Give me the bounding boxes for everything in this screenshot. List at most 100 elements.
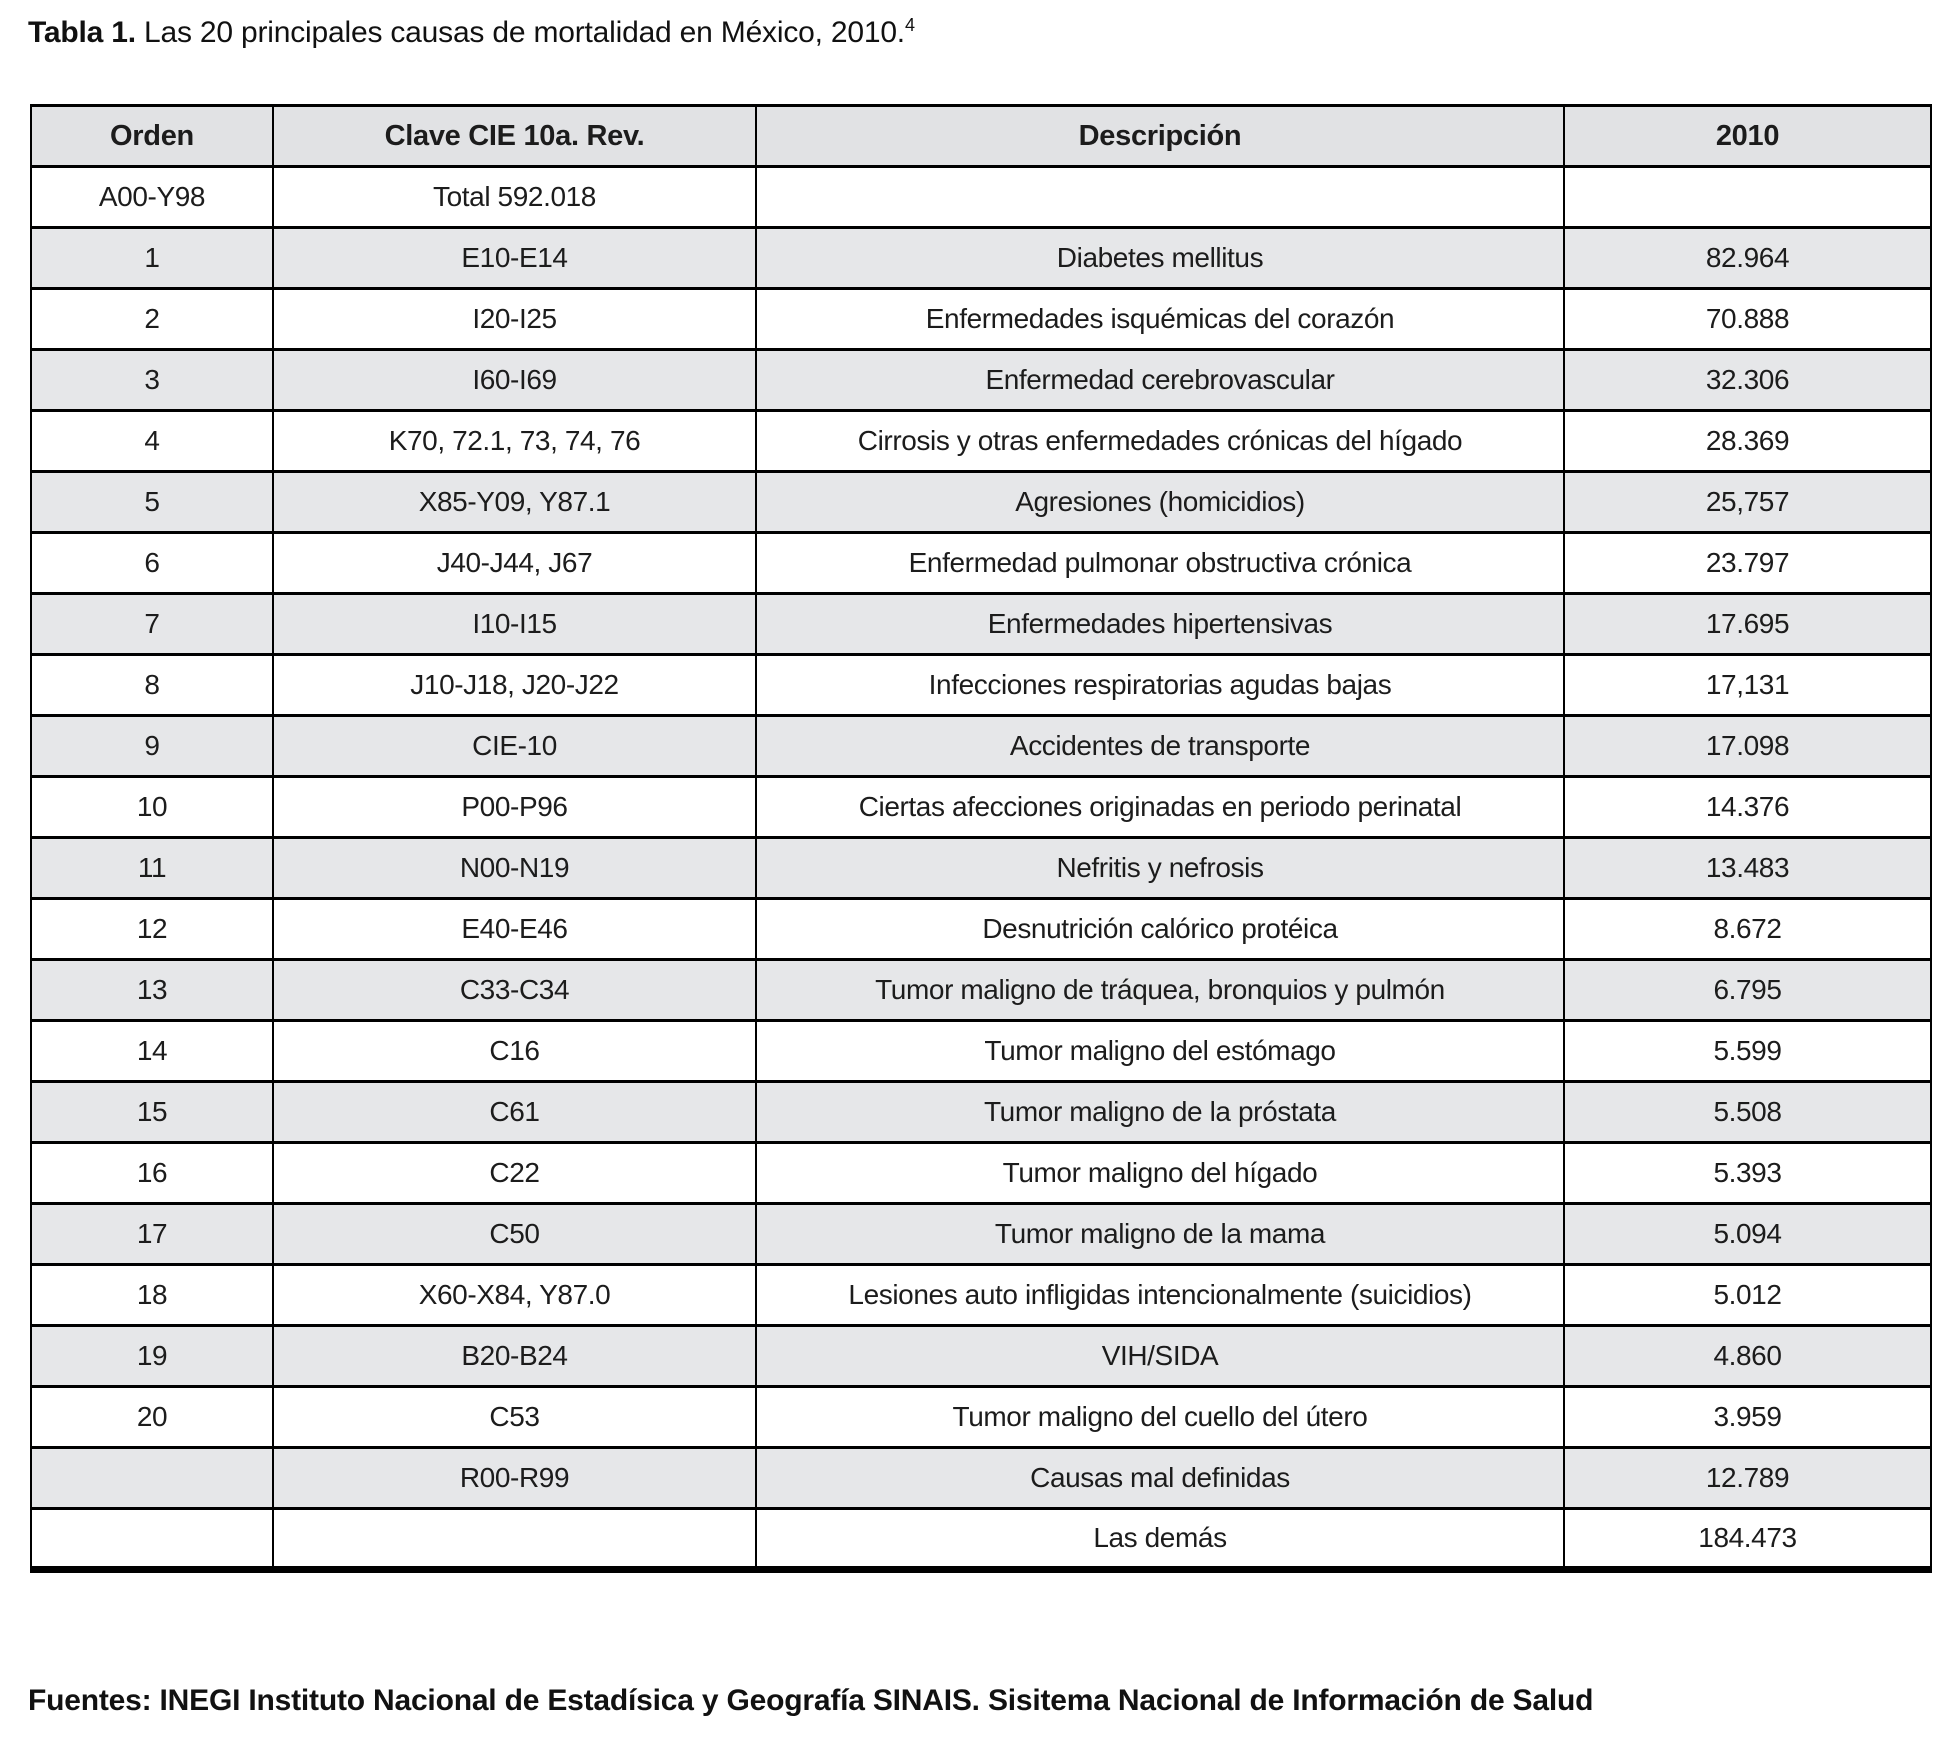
cell-valor: 5.393 [1563, 1141, 1932, 1205]
cell-clave: E10-E14 [272, 226, 757, 290]
table-row: 5 X85-Y09, Y87.1 Agresiones (homicidios)… [30, 470, 1932, 534]
table-header-row: Orden Clave CIE 10a. Rev. Descripción 20… [30, 104, 1932, 168]
cell-orden: 14 [30, 1019, 274, 1083]
cell-descripcion: Accidentes de transporte [755, 714, 1565, 778]
cell-orden: A00-Y98 [30, 165, 274, 229]
cell-orden: 16 [30, 1141, 274, 1205]
cell-orden: 17 [30, 1202, 274, 1266]
cell-orden: 3 [30, 348, 274, 412]
cell-orden: 20 [30, 1385, 274, 1449]
cell-orden: 13 [30, 958, 274, 1022]
cell-clave: B20-B24 [272, 1324, 757, 1388]
cell-clave: J10-J18, J20-J22 [272, 653, 757, 717]
cell-descripcion: Tumor maligno del hígado [755, 1141, 1565, 1205]
cell-descripcion: Infecciones respiratorias agudas bajas [755, 653, 1565, 717]
cell-descripcion: Agresiones (homicidios) [755, 470, 1565, 534]
cell-descripcion: Enfermedad pulmonar obstructiva crónica [755, 531, 1565, 595]
cell-valor: 14.376 [1563, 775, 1932, 839]
cell-clave: K70, 72.1, 73, 74, 76 [272, 409, 757, 473]
cell-orden [30, 1446, 274, 1510]
cell-descripcion: Tumor maligno del estómago [755, 1019, 1565, 1083]
cell-clave: X85-Y09, Y87.1 [272, 470, 757, 534]
cell-descripcion: Causas mal definidas [755, 1446, 1565, 1510]
table-caption-text: Las 20 principales causas de mortalidad … [135, 16, 905, 49]
cell-descripcion: Lesiones auto infligidas intencionalment… [755, 1263, 1565, 1327]
cell-orden: 10 [30, 775, 274, 839]
cell-valor: 17.695 [1563, 592, 1932, 656]
cell-descripcion: Desnutrición calórico protéica [755, 897, 1565, 961]
cell-valor: 5.094 [1563, 1202, 1932, 1266]
table-row: 10 P00-P96 Ciertas afecciones originadas… [30, 775, 1932, 839]
col-header-descripcion: Descripción [755, 104, 1565, 168]
table-row: 3 I60-I69 Enfermedad cerebrovascular 32.… [30, 348, 1932, 412]
cell-orden: 15 [30, 1080, 274, 1144]
cell-orden: 5 [30, 470, 274, 534]
table-row: 16 C22 Tumor maligno del hígado 5.393 [30, 1141, 1932, 1205]
cell-valor: 28.369 [1563, 409, 1932, 473]
cell-orden: 19 [30, 1324, 274, 1388]
table-row: A00-Y98 Total 592.018 [30, 165, 1932, 229]
table-row: 18 X60-X84, Y87.0 Lesiones auto infligid… [30, 1263, 1932, 1327]
table-row: 7 I10-I15 Enfermedades hipertensivas 17.… [30, 592, 1932, 656]
table-row: 4 K70, 72.1, 73, 74, 76 Cirrosis y otras… [30, 409, 1932, 473]
cell-valor: 3.959 [1563, 1385, 1932, 1449]
cell-descripcion: Tumor maligno del cuello del útero [755, 1385, 1565, 1449]
cell-clave: N00-N19 [272, 836, 757, 900]
table-row: 12 E40-E46 Desnutrición calórico protéic… [30, 897, 1932, 961]
cell-valor: 6.795 [1563, 958, 1932, 1022]
table-row: 8 J10-J18, J20-J22 Infecciones respirato… [30, 653, 1932, 717]
cell-valor: 5.508 [1563, 1080, 1932, 1144]
cell-clave: E40-E46 [272, 897, 757, 961]
cell-valor: 13.483 [1563, 836, 1932, 900]
table-row: Las demás 184.473 [30, 1507, 1932, 1573]
cell-valor: 23.797 [1563, 531, 1932, 595]
table-row: 20 C53 Tumor maligno del cuello del úter… [30, 1385, 1932, 1449]
cell-orden: 1 [30, 226, 274, 290]
cell-valor: 70.888 [1563, 287, 1932, 351]
cell-orden: 7 [30, 592, 274, 656]
cell-descripcion: Diabetes mellitus [755, 226, 1565, 290]
cell-orden: 18 [30, 1263, 274, 1327]
table-row: 15 C61 Tumor maligno de la próstata 5.50… [30, 1080, 1932, 1144]
cell-descripcion: Enfermedades isquémicas del corazón [755, 287, 1565, 351]
cell-valor: 25,757 [1563, 470, 1932, 534]
cell-clave: Total 592.018 [272, 165, 757, 229]
table-row: 1 E10-E14 Diabetes mellitus 82.964 [30, 226, 1932, 290]
cell-valor: 184.473 [1563, 1507, 1932, 1573]
cell-descripcion: Enfermedades hipertensivas [755, 592, 1565, 656]
cell-clave: C16 [272, 1019, 757, 1083]
cell-orden: 9 [30, 714, 274, 778]
footnote-reference: 4 [904, 15, 915, 35]
col-header-clave: Clave CIE 10a. Rev. [272, 104, 757, 168]
cell-clave: C22 [272, 1141, 757, 1205]
cell-descripcion [755, 165, 1565, 229]
cell-valor: 12.789 [1563, 1446, 1932, 1510]
cell-clave: X60-X84, Y87.0 [272, 1263, 757, 1327]
table-row: R00-R99 Causas mal definidas 12.789 [30, 1446, 1932, 1510]
cell-valor: 4.860 [1563, 1324, 1932, 1388]
table-row: 2 I20-I25 Enfermedades isquémicas del co… [30, 287, 1932, 351]
cell-valor [1563, 165, 1932, 229]
table-caption: Tabla 1. Las 20 principales causas de mo… [28, 16, 915, 50]
cell-descripcion: Enfermedad cerebrovascular [755, 348, 1565, 412]
table-caption-label: Tabla 1. [28, 16, 136, 49]
cell-valor: 17,131 [1563, 653, 1932, 717]
table-row: 9 CIE-10 Accidentes de transporte 17.098 [30, 714, 1932, 778]
cell-orden: 6 [30, 531, 274, 595]
cell-clave: CIE-10 [272, 714, 757, 778]
cell-descripcion: Tumor maligno de la mama [755, 1202, 1565, 1266]
sources-note: Fuentes: INEGI Instituto Nacional de Est… [28, 1684, 1594, 1717]
cell-clave: P00-P96 [272, 775, 757, 839]
cell-clave: J40-J44, J67 [272, 531, 757, 595]
cell-valor: 82.964 [1563, 226, 1932, 290]
cell-clave [272, 1507, 757, 1573]
cell-descripcion: Tumor maligno de tráquea, bronquios y pu… [755, 958, 1565, 1022]
table-row: 6 J40-J44, J67 Enfermedad pulmonar obstr… [30, 531, 1932, 595]
table-row: 11 N00-N19 Nefritis y nefrosis 13.483 [30, 836, 1932, 900]
cell-clave: I60-I69 [272, 348, 757, 412]
table-row: 14 C16 Tumor maligno del estómago 5.599 [30, 1019, 1932, 1083]
cell-orden: 12 [30, 897, 274, 961]
cell-descripcion: Las demás [755, 1507, 1565, 1573]
cell-clave: I20-I25 [272, 287, 757, 351]
table-row: 13 C33-C34 Tumor maligno de tráquea, bro… [30, 958, 1932, 1022]
